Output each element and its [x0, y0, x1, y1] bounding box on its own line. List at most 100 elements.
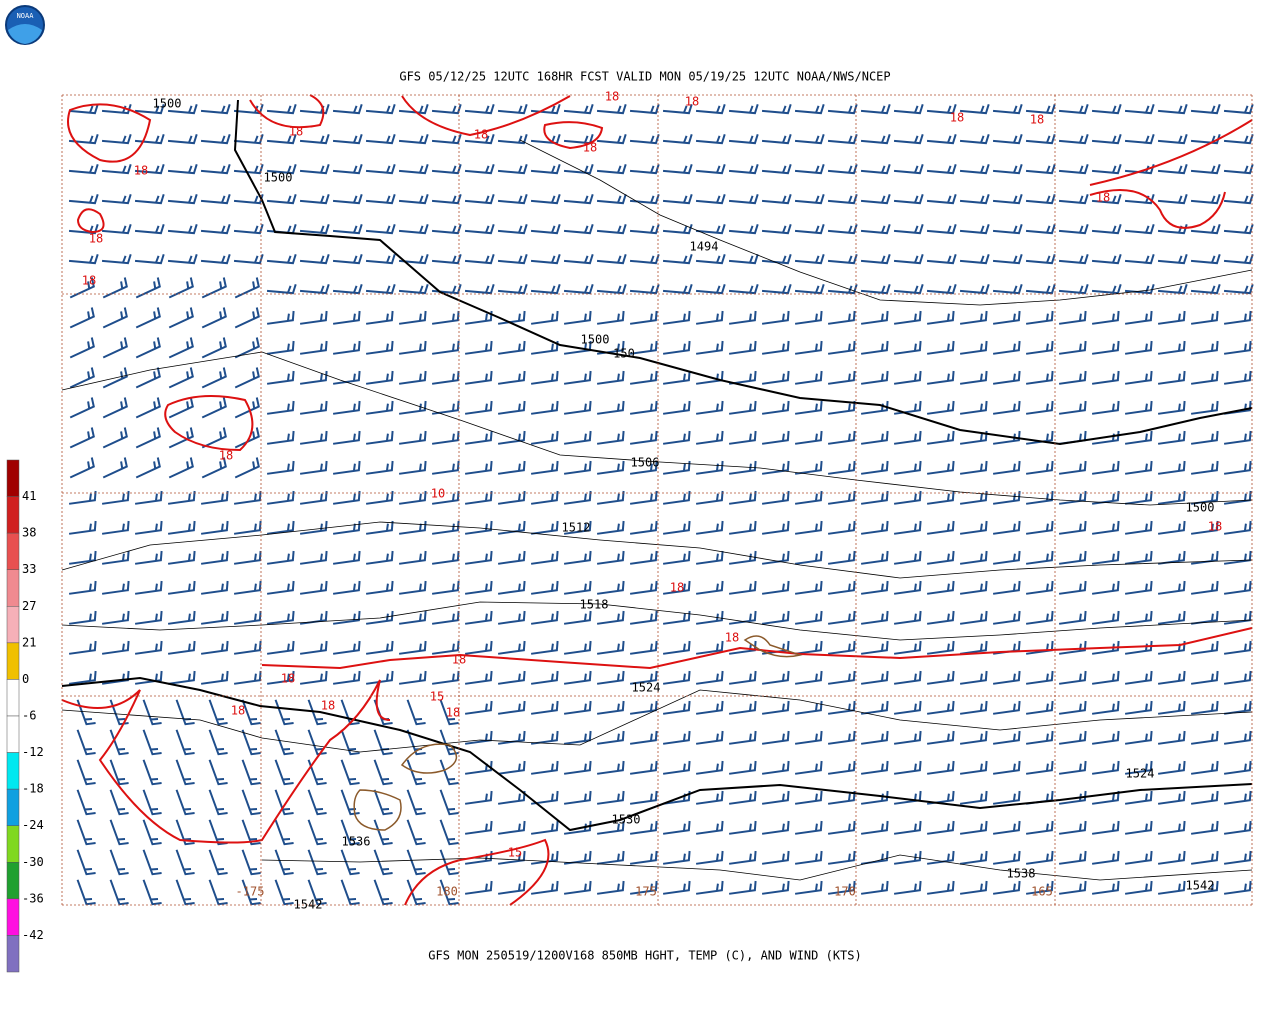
barb-shaft	[794, 880, 823, 895]
barb-shaft	[761, 430, 790, 445]
barb-shaft	[241, 849, 261, 876]
wind-barb	[1091, 730, 1120, 745]
wind-barb	[307, 729, 327, 756]
wind-barb	[926, 310, 955, 325]
wind-barb	[109, 879, 129, 906]
wind-barb	[167, 520, 196, 535]
barb-shaft	[398, 490, 427, 505]
wind-barb	[959, 820, 988, 835]
wind-barb	[1124, 310, 1153, 325]
wind-barb	[406, 819, 426, 846]
barb-shaft	[109, 699, 129, 726]
barb-shaft	[926, 520, 955, 535]
barb-shaft	[398, 194, 429, 205]
wind-barb	[398, 194, 429, 205]
barb-shaft	[1025, 550, 1054, 565]
wind-barb	[69, 367, 95, 389]
barb-shaft	[959, 194, 990, 205]
wind-barb	[1190, 580, 1219, 595]
barb-shaft	[629, 520, 658, 535]
barb-shaft	[1157, 640, 1186, 655]
wind-barb	[860, 490, 889, 505]
barb-shaft	[959, 550, 988, 565]
wind-barb	[695, 580, 724, 595]
colorbar-label: -42	[22, 928, 44, 942]
wind-barb	[241, 849, 261, 876]
wind-barb	[1058, 760, 1087, 775]
barb-shaft	[266, 550, 295, 565]
barb-shaft	[307, 759, 327, 786]
barb-shaft	[332, 490, 361, 505]
wind-barb	[299, 164, 330, 175]
wind-barb	[827, 340, 856, 355]
barb-shaft	[1157, 550, 1186, 565]
wind-barb	[168, 397, 194, 419]
wind-barb	[373, 789, 393, 816]
barb-shaft	[827, 134, 858, 145]
wind-barb	[959, 134, 990, 145]
height-label: 1530	[612, 813, 641, 827]
wind-barb	[662, 520, 691, 535]
barb-shaft	[234, 397, 260, 419]
barb-shaft	[827, 550, 856, 565]
wind-barb	[662, 134, 693, 145]
wind-barb	[168, 457, 194, 479]
wind-barb	[1124, 790, 1153, 805]
barb-shaft	[959, 310, 988, 325]
barb-shaft	[1157, 430, 1186, 445]
wind-barb	[1025, 194, 1056, 205]
wind-barb	[530, 580, 559, 595]
barb-shaft	[1025, 580, 1054, 595]
barb-shaft	[200, 610, 229, 625]
wind-barb	[101, 640, 130, 655]
barb-shaft	[761, 610, 790, 625]
barb-shaft	[431, 580, 460, 595]
barb-shaft	[1058, 520, 1087, 535]
wind-barb	[431, 104, 462, 115]
barb-shaft	[201, 397, 227, 419]
wind-barb	[794, 164, 825, 175]
wind-barb	[893, 340, 922, 355]
barb-shaft	[794, 730, 823, 745]
barb-shaft	[175, 789, 195, 816]
wind-barb	[1091, 400, 1120, 415]
barb-shaft	[761, 134, 792, 145]
wind-barb	[464, 520, 493, 535]
wind-barb	[266, 460, 295, 475]
barb-shaft	[1157, 610, 1186, 625]
wind-barb	[464, 370, 493, 385]
barb-shaft	[662, 760, 691, 775]
wind-barb	[299, 194, 330, 205]
wind-barb	[1124, 284, 1155, 295]
barb-shaft	[1058, 104, 1089, 115]
wind-barb	[299, 460, 328, 475]
wind-barb	[530, 670, 559, 685]
barb-shaft	[926, 400, 955, 415]
wind-barb	[695, 760, 724, 775]
barb-shaft	[102, 337, 128, 359]
wind-barb	[201, 277, 227, 299]
barb-shaft	[274, 699, 294, 726]
wind-barb	[893, 104, 924, 115]
wind-barb	[175, 879, 195, 906]
barb-shaft	[266, 460, 295, 475]
barb-shaft	[1124, 880, 1153, 895]
barb-shaft	[398, 550, 427, 565]
barb-shaft	[497, 550, 526, 565]
barb-shaft	[241, 759, 261, 786]
wind-barb	[1091, 520, 1120, 535]
barb-shaft	[662, 550, 691, 565]
barb-shaft	[274, 879, 294, 906]
barb-shaft	[794, 760, 823, 775]
barb-shaft	[893, 254, 924, 265]
barb-shaft	[563, 700, 592, 715]
wind-barb	[167, 550, 196, 565]
barb-shaft	[1124, 730, 1153, 745]
wind-barb	[234, 397, 260, 419]
barb-shaft	[69, 457, 95, 479]
wind-barb	[992, 580, 1021, 595]
wind-barb	[596, 850, 625, 865]
wind-barb	[365, 254, 396, 265]
wind-barb	[69, 427, 95, 449]
wind-barb	[1223, 460, 1252, 475]
